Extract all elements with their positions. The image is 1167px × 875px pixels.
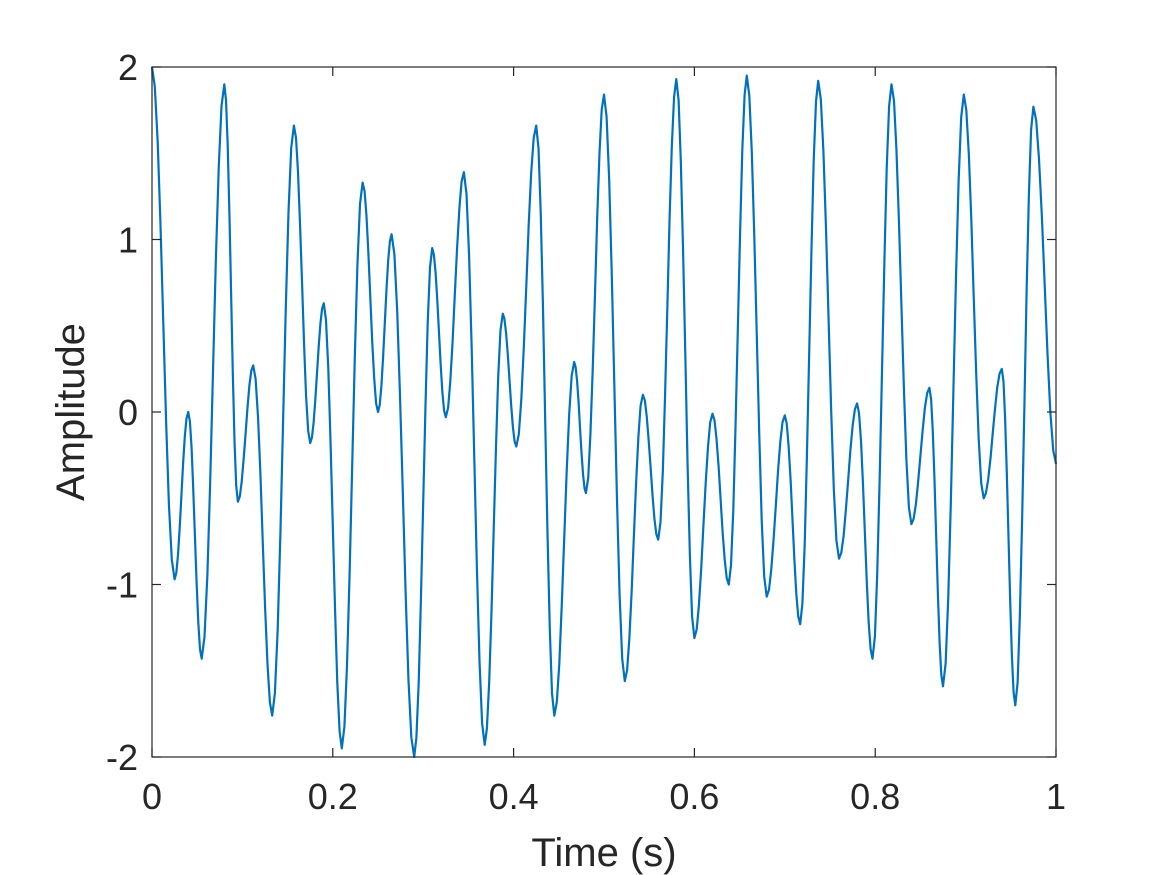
axes-box <box>151 66 1057 758</box>
x-tick-label: 0.8 <box>850 776 900 817</box>
tick-labels: 0 0.2 0.4 0.6 0.8 1 -2 -1 0 1 2 <box>106 47 1066 817</box>
axes <box>151 66 1057 758</box>
x-axis-label: Time (s) <box>531 831 676 875</box>
y-tick-label: 2 <box>118 47 138 88</box>
x-tick-label: 0 <box>142 776 162 817</box>
y-tick-label: 1 <box>118 220 138 261</box>
y-tick-label: -1 <box>106 565 138 606</box>
y-tick-label: 0 <box>118 392 138 433</box>
x-tick-label: 0.6 <box>669 776 719 817</box>
y-axis-label: Amplitude <box>49 323 93 501</box>
x-tick-label: 0.4 <box>489 776 539 817</box>
x-tick-label: 0.2 <box>308 776 358 817</box>
x-tick-label: 1 <box>1046 776 1066 817</box>
plot-area <box>150 66 1058 759</box>
series-line-0 <box>150 66 1058 759</box>
y-tick-label: -2 <box>106 737 138 778</box>
